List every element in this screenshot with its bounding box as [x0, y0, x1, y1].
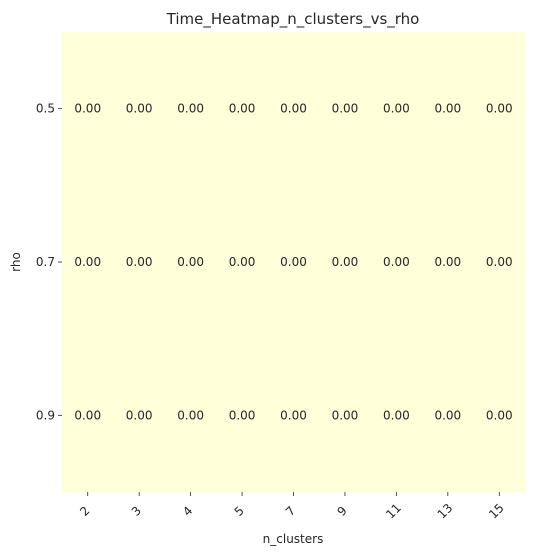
cell-value-label: 0.00 [486, 102, 513, 116]
cell-value-label: 0.00 [434, 255, 461, 269]
cell-value-label: 0.00 [177, 102, 204, 116]
heatmap-value-labels: 0.00 0.00 0.00 0.00 0.00 0.00 0.00 0.00 0.00 0.00… [74, 102, 512, 423]
heatmap-cell [422, 338, 475, 493]
heatmap-cell [267, 32, 320, 186]
heatmap-cell [422, 32, 475, 186]
heatmap-cell [319, 338, 372, 493]
heatmap-cell [267, 338, 320, 493]
x-tick-label: 9 [334, 504, 349, 519]
cell-value-label: 0.00 [74, 408, 101, 422]
heatmap-cell [216, 32, 269, 186]
cell-value-label: 0.00 [126, 255, 153, 269]
heatmap-cell [422, 185, 475, 340]
x-tick-label: 2 [77, 504, 92, 519]
cell-value-label: 0.00 [332, 255, 359, 269]
y-tick-label: 0.5 [36, 102, 55, 116]
cell-value-label: 0.00 [332, 408, 359, 422]
heatmap-cell [164, 32, 217, 186]
heatmap-cell [319, 32, 372, 186]
heatmap-cell [164, 185, 217, 340]
cell-value-label: 0.00 [229, 408, 256, 422]
chart-title: Time_Heatmap_n_clusters_vs_rho [166, 10, 420, 29]
heatmap-cell [473, 338, 526, 493]
x-tick-label: 7 [283, 504, 298, 519]
x-axis-label: n_clusters [263, 532, 324, 546]
x-tick-label: 4 [180, 504, 195, 519]
x-tick-label: 13 [435, 501, 456, 522]
x-axis-ticks: 2 3 4 5 7 9 11 13 15 [77, 492, 507, 522]
cell-value-label: 0.00 [383, 255, 410, 269]
cell-value-label: 0.00 [280, 255, 307, 269]
heatmap-cell [370, 32, 423, 186]
cell-value-label: 0.00 [126, 102, 153, 116]
heatmap-cell [164, 338, 217, 493]
cell-value-label: 0.00 [332, 102, 359, 116]
cell-value-label: 0.00 [434, 408, 461, 422]
y-axis-ticks: 0.5 0.7 0.9 [36, 102, 62, 422]
y-tick-label: 0.9 [36, 408, 55, 422]
x-tick-label: 11 [383, 501, 404, 522]
cell-value-label: 0.00 [177, 255, 204, 269]
x-tick-label: 5 [232, 504, 247, 519]
heatmap-cell [473, 185, 526, 340]
heatmap-cell [113, 185, 166, 340]
cell-value-label: 0.00 [383, 408, 410, 422]
cell-value-label: 0.00 [280, 102, 307, 116]
heatmap-cell [370, 185, 423, 340]
cell-value-label: 0.00 [280, 408, 307, 422]
heatmap-cell [62, 338, 114, 493]
heatmap-cell [319, 185, 372, 340]
heatmap-cells [62, 32, 526, 493]
heatmap-cell [113, 32, 166, 186]
heatmap-cell [473, 32, 526, 186]
y-axis-label: rho [9, 252, 23, 272]
heatmap-cell [113, 338, 166, 493]
heatmap-cell [62, 185, 114, 340]
cell-value-label: 0.00 [229, 102, 256, 116]
x-tick-label: 15 [486, 501, 507, 522]
cell-value-label: 0.00 [486, 408, 513, 422]
heatmap-cell [216, 185, 269, 340]
cell-value-label: 0.00 [74, 102, 101, 116]
heatmap-cell [62, 32, 114, 186]
cell-value-label: 0.00 [126, 408, 153, 422]
cell-value-label: 0.00 [383, 102, 410, 116]
cell-value-label: 0.00 [177, 408, 204, 422]
cell-value-label: 0.00 [486, 255, 513, 269]
y-tick-label: 0.7 [36, 255, 55, 269]
cell-value-label: 0.00 [229, 255, 256, 269]
heatmap-cell [216, 338, 269, 493]
heatmap-cell [267, 185, 320, 340]
cell-value-label: 0.00 [434, 102, 461, 116]
x-tick-label: 3 [129, 504, 144, 519]
heatmap-cell [370, 338, 423, 493]
cell-value-label: 0.00 [74, 255, 101, 269]
